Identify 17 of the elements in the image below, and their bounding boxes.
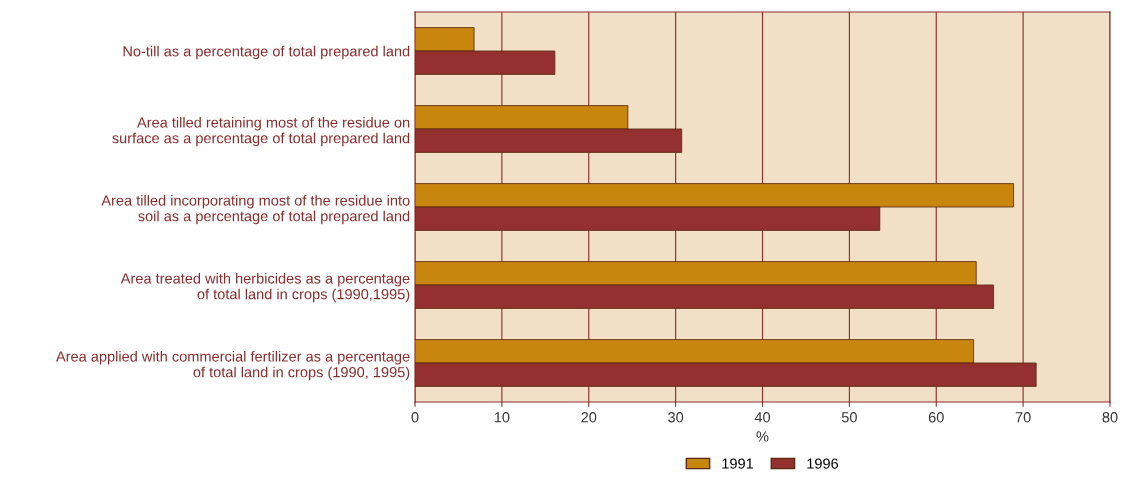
x-tick-label: 20 <box>581 412 597 423</box>
y-tick-label: Area applied with commercial fertilizer as a percentage of total land in crops (1990, 1995) <box>55 350 410 381</box>
x-tick-label: 10 <box>494 412 510 423</box>
y-tick-label: Area tilled retaining most of the residue on surface as a percentage of total prepared land <box>112 116 410 147</box>
x-tick-label: 60 <box>928 412 944 423</box>
y-tick-label: Area tilled incorporating most of the residue into soil as a percentage of total prepared land <box>101 194 410 225</box>
y-tick-label: Area treated with herbicides as a percentage of total land in crops (1990,1995) <box>120 272 410 303</box>
x-tick-label: 40 <box>754 412 771 423</box>
legend-label: 1991 <box>722 458 754 469</box>
legend-label: 1996 <box>807 458 839 469</box>
x-tick-label: 70 <box>1015 412 1031 423</box>
x-axis-title: % <box>756 431 769 442</box>
y-tick-label: No-till as a percentage of total prepared land <box>123 45 410 60</box>
x-tick-label: 80 <box>1102 412 1118 423</box>
x-tick-label: 0 <box>411 412 419 423</box>
x-tick-label: 30 <box>668 412 684 423</box>
x-tick-label: 50 <box>841 412 857 423</box>
